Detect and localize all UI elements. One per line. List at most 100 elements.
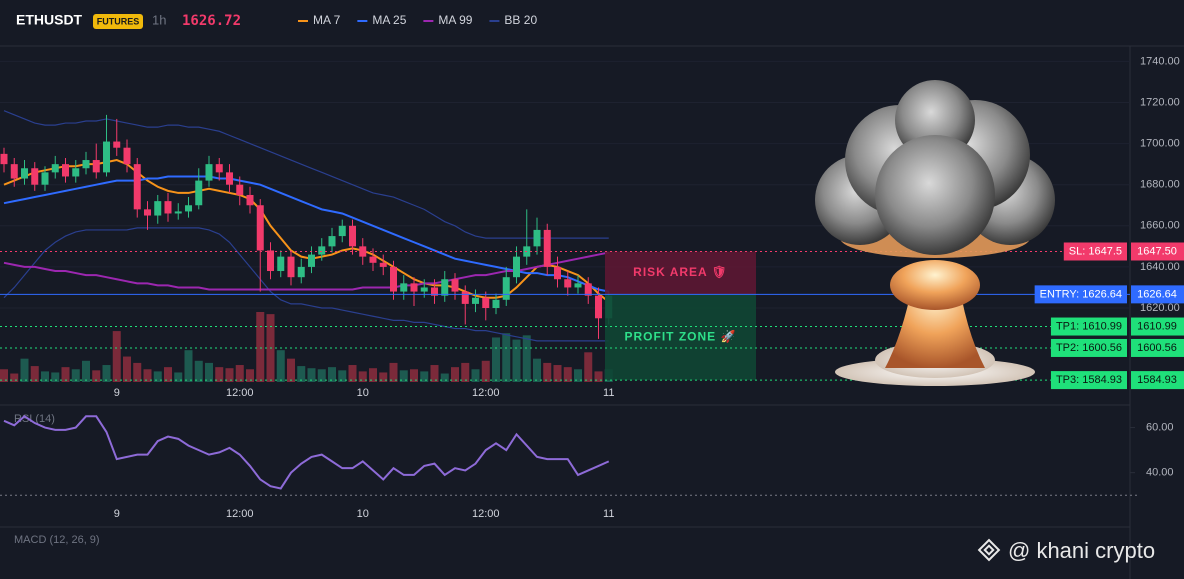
candle-body	[51, 164, 59, 173]
volume-bar	[235, 365, 244, 382]
symbol: ETHUSDT	[16, 12, 83, 28]
volume-bar	[563, 367, 572, 382]
trade-zone	[605, 294, 756, 381]
candle-body	[410, 283, 418, 292]
price-badge	[1131, 317, 1184, 336]
volume-bar	[522, 335, 531, 382]
y-tick-label: 1640.00	[1140, 261, 1180, 273]
candle-body	[595, 295, 602, 319]
candle-body	[297, 266, 305, 278]
x-tick-label: 11	[603, 387, 614, 399]
candle-body	[554, 266, 561, 280]
volume-bar	[348, 365, 357, 382]
volume-bar	[543, 362, 552, 382]
candle-body	[349, 225, 356, 247]
zone-label: RISK AREA 🛡	[633, 265, 728, 279]
volume-bar	[399, 370, 408, 382]
candle-body	[41, 172, 49, 185]
legend-label: MA 99	[438, 13, 472, 27]
candle-body	[543, 229, 551, 267]
volume-bar	[82, 360, 90, 382]
y-tick-label: 1660.00	[1140, 220, 1180, 232]
level-badge	[1034, 285, 1127, 304]
explosion-image	[815, 80, 1055, 386]
candle-body	[103, 141, 110, 173]
volume-bar	[205, 362, 213, 382]
candle-body	[174, 211, 182, 214]
candle-body	[92, 160, 100, 173]
candle-body	[338, 225, 346, 237]
volume-bar	[574, 369, 582, 382]
panel-title: MACD (12, 26, 9)	[14, 534, 100, 546]
y-tick-label: 60.00	[1146, 421, 1174, 433]
candle-body	[461, 291, 469, 304]
volume-bar	[153, 371, 162, 382]
candle-body	[492, 299, 500, 309]
price-badge-label: 1584.93	[1137, 374, 1177, 386]
candle-body	[0, 153, 8, 165]
candle-body	[62, 164, 69, 177]
candle-body	[513, 256, 520, 278]
candle-body	[267, 250, 274, 272]
price-badge-label: 1600.56	[1137, 342, 1177, 354]
bollinger-band	[3, 110, 609, 239]
candle-body	[584, 283, 592, 296]
candle-body	[482, 297, 490, 309]
candle-body	[164, 201, 172, 214]
volume-bar	[41, 371, 49, 382]
volume-bar	[594, 371, 603, 382]
volume-bar	[502, 333, 511, 382]
volume-bar	[225, 368, 234, 382]
candle-body	[226, 172, 233, 185]
level-badge	[1063, 242, 1127, 261]
volume-bar	[215, 367, 224, 382]
volume-bar	[20, 358, 29, 382]
volume-bar	[420, 371, 429, 382]
candle-body	[205, 164, 213, 181]
volume-bar	[297, 366, 306, 382]
volume-bar	[512, 339, 521, 382]
y-tick-label: 1740.00	[1140, 55, 1180, 67]
candle-body	[277, 256, 285, 272]
candle-body	[564, 279, 572, 288]
volume-bar	[276, 350, 285, 382]
candle-body	[21, 168, 28, 179]
volume-bar	[123, 356, 131, 382]
zone-label: PROFIT ZONE 🚀	[625, 329, 737, 343]
volume-bar	[143, 369, 152, 382]
candle-body	[154, 201, 162, 216]
x-tick-label: 12:00	[226, 387, 254, 399]
price-badge	[1131, 371, 1184, 390]
candle-body	[533, 229, 541, 247]
candle-body	[82, 160, 90, 169]
bollinger-band	[3, 227, 609, 342]
candle-body	[72, 168, 80, 177]
candle-body	[256, 205, 264, 251]
volume-bar	[133, 362, 142, 382]
volume-bar	[389, 362, 398, 382]
level-label: ENTRY: 1626.64	[1040, 288, 1122, 300]
volume-bar	[61, 367, 70, 382]
price-badge-label: 1647.50	[1137, 245, 1177, 257]
volume-bar	[184, 350, 193, 382]
y-tick-label: 1720.00	[1140, 96, 1180, 108]
x-tick-label: 9	[114, 387, 120, 399]
volume-bar	[533, 358, 541, 382]
candle-body	[420, 287, 428, 292]
volume-bar	[71, 369, 80, 382]
overlay: 1740.00 1720.00 1700.00 1680.00 1660.00 1640.…	[1034, 55, 1184, 390]
y-tick-label: 1620.00	[1140, 302, 1180, 314]
candle-body	[123, 147, 131, 165]
x-tick-label: 10	[357, 508, 369, 520]
x-tick-label: 12:00	[472, 387, 500, 399]
volume-bar	[92, 370, 101, 382]
candle-body	[328, 236, 336, 247]
candle-body	[246, 194, 254, 206]
price-badge	[1131, 242, 1184, 261]
x-tick-label: 11	[603, 508, 614, 520]
y-tick-label: 1700.00	[1140, 138, 1180, 150]
candle-body	[379, 262, 387, 267]
